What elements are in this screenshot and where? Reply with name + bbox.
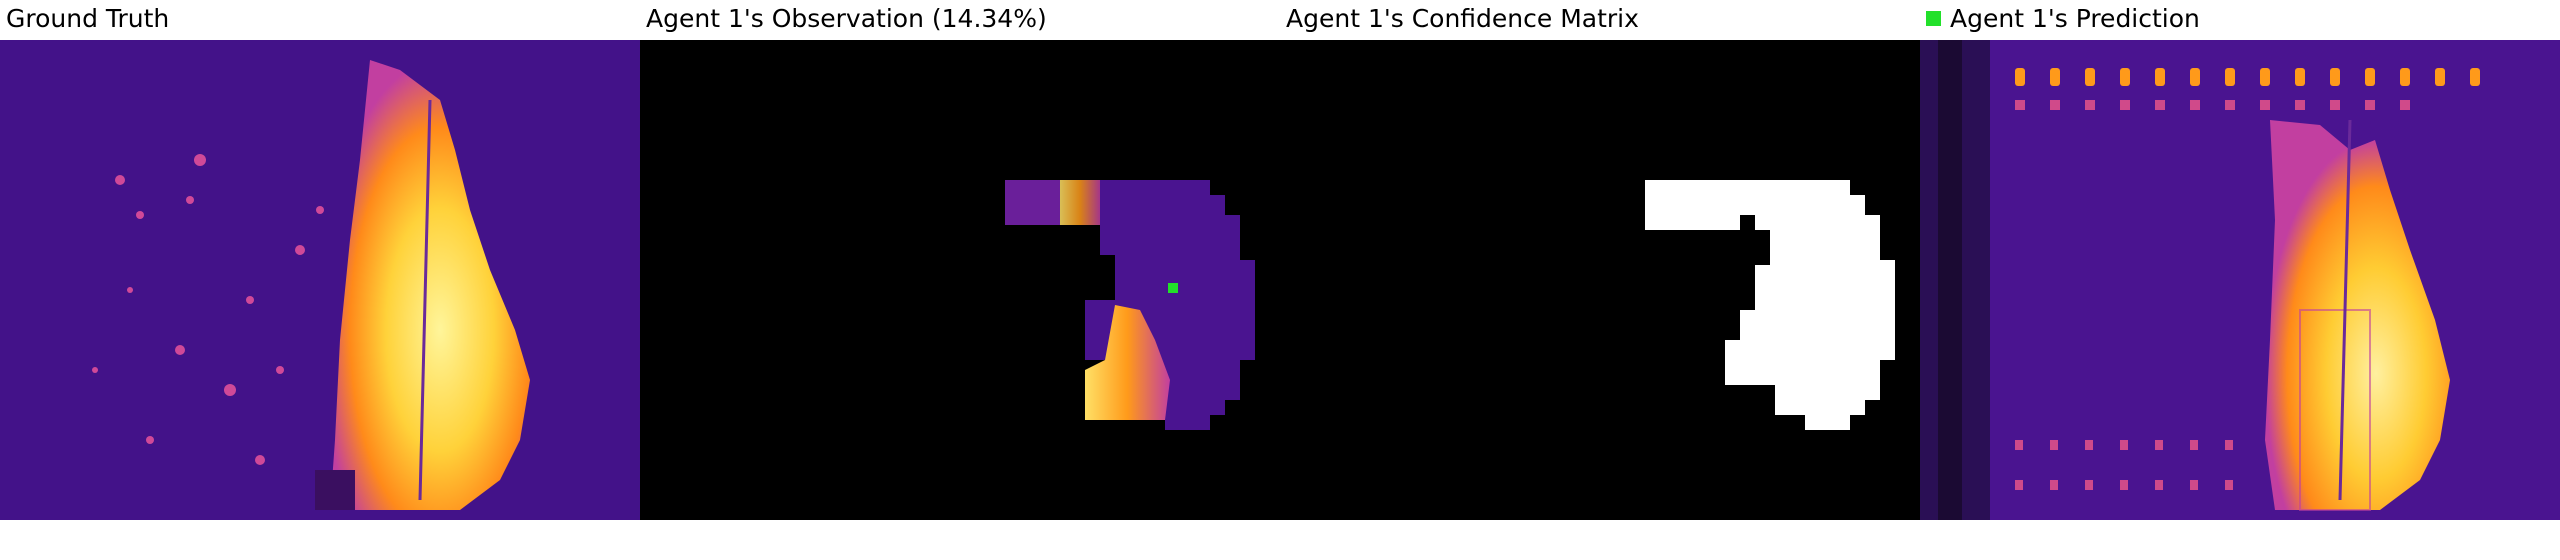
agent-marker-icon xyxy=(1926,11,1941,26)
observation-image xyxy=(640,40,1280,520)
panel-prediction: Agent 1's Prediction xyxy=(1920,0,2560,560)
agent-marker xyxy=(1168,283,1178,293)
confidence-matrix-image xyxy=(1280,40,1920,520)
panel-title-confidence-matrix: Agent 1's Confidence Matrix xyxy=(1286,4,1639,33)
panel-title-prediction: Agent 1's Prediction xyxy=(1950,4,2200,33)
panel-ground-truth: Ground Truth xyxy=(0,0,640,560)
panel-observation: Agent 1's Observation (14.34%) xyxy=(640,0,1280,560)
ground-truth-image xyxy=(0,40,640,520)
panel-title-observation: Agent 1's Observation (14.34%) xyxy=(646,4,1047,33)
prediction-image xyxy=(1920,40,2560,520)
panel-title-ground-truth: Ground Truth xyxy=(6,4,170,33)
panel-confidence-matrix: Agent 1's Confidence Matrix xyxy=(1280,0,1920,560)
